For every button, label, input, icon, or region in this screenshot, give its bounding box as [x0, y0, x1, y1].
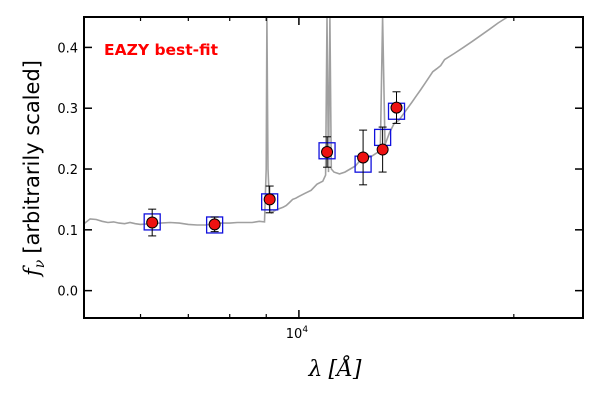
x-axis-label: λ [Å]: [307, 354, 361, 382]
y-tick-label: 0.1: [57, 224, 78, 239]
data-point: [263, 193, 276, 206]
data-point: [321, 145, 334, 158]
y-axis-text: [arbitrarily scaled]: [20, 60, 44, 254]
y-tick-label: 0.4: [57, 41, 78, 56]
y-axis-label: fν [arbitrarily scaled]: [20, 60, 48, 278]
y-axis-subscript: ν: [32, 259, 48, 268]
data-point: [357, 151, 370, 164]
data-point: [376, 143, 389, 156]
data-point: [146, 216, 159, 229]
y-tick-label: 0.0: [57, 285, 78, 300]
axis-ticks: 0.0 0.1 0.2 0.3 0.4 104: [57, 17, 583, 342]
data-point: [208, 218, 221, 231]
x-tick-label: 104: [286, 325, 309, 342]
y-tick-label: 0.3: [57, 102, 78, 117]
x-axis-symbol: λ: [307, 357, 322, 382]
plot-area: [83, 16, 583, 237]
svg-text:fν[arbitrarily scaled]: fν [arbitrarily scaled]: [20, 60, 48, 278]
svg-text:λ[Å]: λ [Å]: [307, 354, 361, 382]
x-axis-unit: [Å]: [328, 354, 361, 382]
y-tick-label: 0.2: [57, 163, 78, 178]
y-axis-symbol: f: [20, 265, 44, 278]
data-point: [390, 101, 403, 114]
sed-line: [83, 16, 583, 226]
annotation-label: EAZY best-fit: [104, 41, 219, 59]
plot-frame: [83, 16, 584, 319]
